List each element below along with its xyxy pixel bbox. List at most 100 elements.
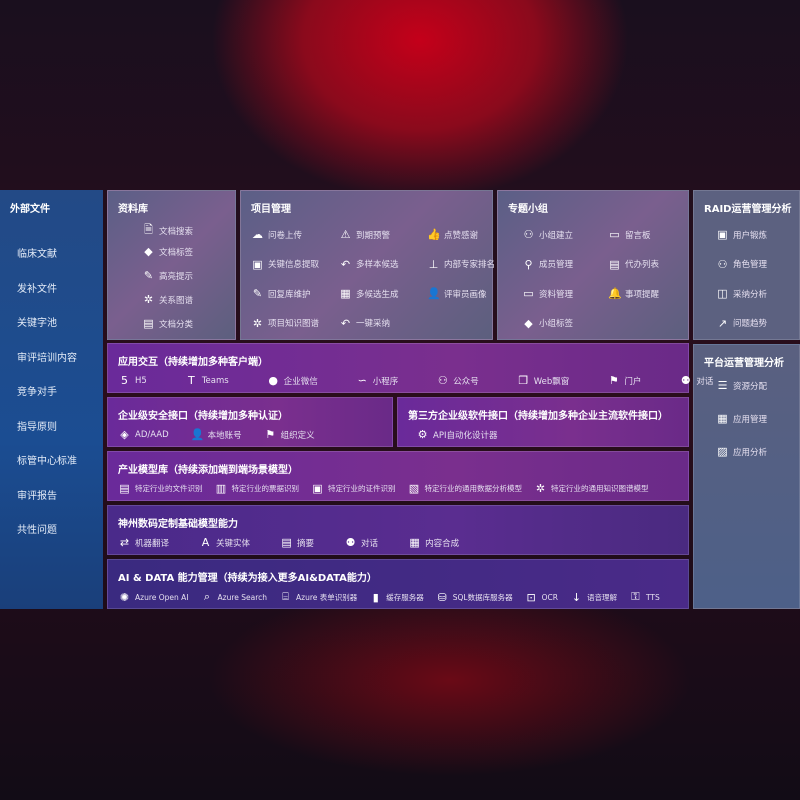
html5-icon: 5 bbox=[121, 374, 128, 387]
item-puzzle[interactable]: ▦ 内容合成 bbox=[408, 536, 459, 549]
item-ad[interactable]: ◈ AD/AAD bbox=[118, 428, 169, 441]
item-receipt[interactable]: ▥ 特定行业的票据识别 bbox=[215, 482, 299, 495]
wechat-icon: ● bbox=[268, 374, 279, 387]
item-summary[interactable]: ▤ 摘要 bbox=[280, 536, 314, 549]
external-file-item[interactable]: 指导原则 bbox=[17, 421, 57, 433]
item-chat[interactable]: ⚉ 对话 bbox=[344, 536, 378, 549]
item-window[interactable]: ▣ 关键信息提取 bbox=[251, 258, 319, 271]
item-gear[interactable]: ⚙ API自动化设计器 bbox=[416, 428, 498, 441]
reply-icon: ↶ bbox=[340, 257, 351, 271]
file-icon: ▤ bbox=[119, 482, 130, 495]
item-label: 评审员画像 bbox=[444, 289, 487, 300]
item-portal[interactable]: ⚑ 门户 bbox=[607, 374, 641, 387]
translate-icon: ⇄ bbox=[119, 536, 130, 549]
item-org[interactable]: ⚑ 组织定义 bbox=[264, 428, 315, 441]
item-tts[interactable]: ⚿ TTS bbox=[629, 590, 659, 604]
item-reply[interactable]: ↶ 一键采纳 bbox=[339, 317, 390, 330]
item-label: 关键信息提取 bbox=[268, 260, 320, 270]
item-puzzle[interactable]: ▦ 多候选生成 bbox=[339, 287, 398, 300]
item-chart[interactable]: ▨ 应用分析 bbox=[716, 445, 767, 458]
item-users[interactable]: ⚇ 角色管理 bbox=[716, 258, 767, 271]
item-image[interactable]: ▧ 特定行业的通用数据分析模型 bbox=[408, 482, 522, 495]
item-tag[interactable]: ◆ 小组标签 bbox=[522, 317, 573, 330]
base-model-panel: 神州数码定制基础模型能力 ⇄ 机器翻译 A 关键实体 ▤ 摘要 ⚉ 对话 ▦ 内容合成 bbox=[107, 505, 689, 555]
item-label: 小组标签 bbox=[539, 319, 574, 329]
item-web-window[interactable]: ❐ Web飘窗 bbox=[517, 374, 569, 387]
item-pen[interactable]: ✎ 高亮提示 bbox=[142, 269, 193, 282]
item-label: 到期预警 bbox=[356, 230, 391, 241]
item-reply[interactable]: ↶ 多样本候选 bbox=[339, 258, 399, 271]
item-doc-classify[interactable]: ▤ 文档分类 bbox=[142, 317, 193, 330]
item-label: AD/AAD bbox=[135, 429, 169, 440]
id-card-icon: ▣ bbox=[312, 482, 323, 495]
panel-title: 专题小组 bbox=[508, 204, 548, 215]
item-official-account[interactable]: ⚇ 公众号 bbox=[436, 374, 479, 387]
item-apps[interactable]: ▦ 应用管理 bbox=[716, 412, 767, 425]
item-label: 项目知识图谱 bbox=[268, 319, 320, 329]
openai-icon: ✺ bbox=[119, 590, 130, 604]
external-file-item[interactable]: 审评培训内容 bbox=[17, 352, 77, 364]
thirdparty-panel: 第三方企业级软件接口（持续增加多种企业主流软件接口） ⚙ API自动化设计器 bbox=[397, 397, 689, 447]
item-translate[interactable]: ⇄ 机器翻译 bbox=[118, 536, 169, 549]
item-file[interactable]: ▤ 特定行业的文件识别 bbox=[118, 482, 203, 495]
item-qa[interactable]: ◫ 采纳分析 bbox=[716, 287, 767, 300]
external-file-item[interactable]: 发补文件 bbox=[17, 283, 57, 295]
user-add-icon: ⚲ bbox=[524, 257, 533, 271]
item-thumbs-up[interactable]: 👍 点赞感谢 bbox=[427, 228, 478, 241]
item-label: API自动化设计器 bbox=[433, 430, 498, 441]
item-graph[interactable]: ✲ 特定行业的通用知识图谱模型 bbox=[534, 482, 649, 495]
item-list[interactable]: ☰ 资源分配 bbox=[716, 379, 767, 392]
external-file-item[interactable]: 审评报告 bbox=[17, 490, 57, 502]
external-file-item[interactable]: 共性问题 bbox=[17, 525, 57, 536]
item-label: 应用分析 bbox=[733, 447, 768, 458]
item-label: 文档搜索 bbox=[159, 226, 194, 237]
item-doc-search[interactable]: 🗎 文档搜索 bbox=[142, 221, 193, 240]
item-edit[interactable]: ✎ 回复库维护 bbox=[251, 287, 311, 300]
item-mini-program[interactable]: ∽ 小程序 bbox=[356, 374, 399, 387]
item-label: 文档分类 bbox=[159, 319, 194, 330]
item-local-account[interactable]: 👤 本地账号 bbox=[191, 428, 242, 441]
item-graph[interactable]: ✲ 关系图谱 bbox=[142, 293, 193, 306]
item-ocr[interactable]: ⊡ OCR bbox=[525, 590, 558, 604]
item-trend[interactable]: ↗ 问题趋势 bbox=[716, 317, 767, 330]
item-cloud-upload[interactable]: ☁ 问卷上传 bbox=[251, 228, 302, 241]
item-id-card[interactable]: ▣ 特定行业的证件识别 bbox=[311, 482, 395, 495]
item-teams[interactable]: T Teams bbox=[185, 374, 229, 387]
item-label: 组织定义 bbox=[280, 430, 315, 441]
item-label: 特定行业的文件识别 bbox=[135, 484, 203, 493]
item-bbs[interactable]: ▭ 留言板 bbox=[608, 228, 650, 241]
external-file-item[interactable]: 临床文献 bbox=[17, 249, 57, 260]
item-openai[interactable]: ✺ Azure Open AI bbox=[118, 590, 189, 604]
item-users[interactable]: ⚇ 小组建立 bbox=[522, 228, 573, 241]
item-entity[interactable]: A 关键实体 bbox=[199, 536, 250, 549]
item-ranking[interactable]: ⊥ 内部专家排名 bbox=[427, 258, 495, 271]
list-icon: ☰ bbox=[717, 379, 728, 392]
item-alarm[interactable]: ⚠ 到期预警 bbox=[339, 228, 390, 241]
item-clipboard[interactable]: ▤ 代办列表 bbox=[608, 258, 659, 271]
external-file-item[interactable]: 竞争对手 bbox=[17, 387, 57, 398]
item-html5[interactable]: 5 H5 bbox=[118, 374, 147, 387]
panel-title: 外部文件 bbox=[10, 204, 50, 215]
item-wechat[interactable]: ● 企业微信 bbox=[267, 374, 317, 387]
tts-icon: ⚿ bbox=[631, 590, 640, 603]
item-bell[interactable]: 🔔 事项提醒 bbox=[608, 287, 659, 300]
industry-model-panel: 产业模型库（持续添加端到端场景模型） ▤ 特定行业的文件识别 ▥ 特定行业的票据识别 ▣… bbox=[107, 451, 689, 501]
item-tag[interactable]: ◆ 文档标签 bbox=[142, 245, 193, 258]
item-user[interactable]: 👤 评审员画像 bbox=[427, 287, 487, 300]
item-sql[interactable]: ⛁ SQL数据库服务器 bbox=[436, 590, 513, 604]
security-panel: 企业级安全接口（持续增加多种认证） ◈ AD/AAD 👤 本地账号 ⚑ 组织定义 bbox=[107, 397, 393, 447]
item-cache[interactable]: ▮ 缓存服务器 bbox=[369, 590, 424, 604]
item-search[interactable]: ⌕ Azure Search bbox=[201, 590, 267, 604]
panel-title: 项目管理 bbox=[251, 204, 291, 215]
item-user-add[interactable]: ⚲ 成员管理 bbox=[522, 258, 573, 271]
tag-icon: ◆ bbox=[144, 245, 153, 258]
item-form[interactable]: ⌸ Azure 表单识别器 bbox=[279, 590, 357, 604]
external-file-item[interactable]: 标管中心标准 bbox=[17, 456, 77, 467]
item-folder[interactable]: ▭ 资料管理 bbox=[522, 287, 573, 300]
item-speech[interactable]: ↓ 语音理解 bbox=[570, 590, 617, 604]
item-graph[interactable]: ✲ 项目知识图谱 bbox=[251, 317, 319, 330]
item-chat[interactable]: ⚉ 对话 bbox=[679, 374, 713, 387]
external-file-item[interactable]: 关键字池 bbox=[17, 318, 57, 329]
item-label: 角色管理 bbox=[733, 260, 768, 270]
item-id-card[interactable]: ▣ 用户锻炼 bbox=[716, 228, 767, 241]
